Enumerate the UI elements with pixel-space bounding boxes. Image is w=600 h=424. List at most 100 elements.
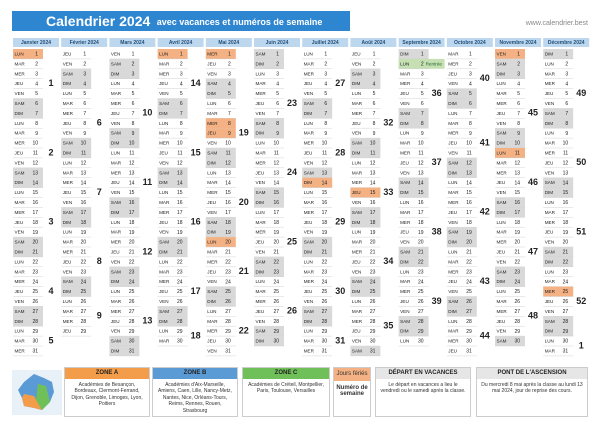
day-number: 10	[514, 141, 520, 147]
day-number: 18	[466, 220, 472, 226]
weekday: LUN	[448, 249, 457, 254]
weekday: LUN	[352, 91, 361, 96]
weekday: MER	[256, 299, 267, 304]
day-number: 16	[466, 200, 472, 206]
day-number: 7	[276, 111, 279, 117]
weekday: MER	[497, 101, 508, 106]
day-number: 4	[373, 81, 376, 87]
weekday: JEU	[159, 220, 168, 225]
day-bg	[350, 68, 381, 79]
day-bg	[543, 187, 574, 198]
day-number: 19	[563, 230, 569, 236]
day-number: 11	[322, 151, 327, 157]
day-number: 28	[32, 319, 38, 325]
weekday: MER	[400, 81, 411, 86]
month-header-bg	[302, 38, 349, 47]
day-number: 3	[324, 71, 327, 77]
day-bg	[543, 326, 574, 337]
day-number: 9	[276, 131, 279, 137]
day-number: 27	[514, 309, 520, 315]
day-bg	[398, 316, 429, 327]
day-number: 11	[81, 151, 86, 157]
weekday: DIM	[400, 259, 409, 264]
day-number: 5	[83, 91, 86, 97]
day-number: 24	[129, 279, 135, 285]
week-number: 37	[432, 157, 442, 167]
weekday: DIM	[111, 279, 120, 284]
day-number: 2	[83, 61, 86, 67]
weekday: DIM	[111, 210, 120, 215]
weekday: LUN	[159, 51, 168, 56]
week-number: 29	[335, 217, 345, 227]
weekday: VEN	[304, 91, 313, 96]
day-number: 2	[517, 61, 520, 67]
day-number: 28	[563, 319, 569, 325]
day-bg	[543, 177, 574, 188]
day-number: 5	[421, 91, 424, 97]
day-number: 13	[514, 170, 520, 176]
week-number: 51	[576, 227, 586, 237]
day-number: 10	[466, 141, 472, 147]
weekday: SAM	[400, 180, 410, 185]
day-bg	[350, 346, 381, 356]
weekday: MAR	[448, 329, 459, 334]
day-number: 2	[276, 61, 279, 67]
weekday: JEU	[448, 141, 457, 146]
weekday: VEN	[352, 61, 361, 66]
day-number: 4	[469, 81, 472, 87]
day-bg	[398, 256, 429, 267]
weekday: VEN	[304, 160, 313, 165]
day-number: 20	[177, 240, 183, 246]
weekday: SAM	[63, 279, 73, 284]
weekday: LUN	[63, 230, 72, 235]
weekday: LUN	[304, 51, 313, 56]
weekday: LUN	[159, 121, 168, 126]
day-number: 31	[129, 349, 135, 355]
day-number: 5	[324, 91, 327, 97]
day-number: 16	[418, 200, 424, 206]
day-number: 27	[81, 309, 87, 315]
day-bg	[109, 197, 140, 208]
weekday: DIM	[304, 249, 313, 254]
day-number: 12	[322, 160, 328, 166]
weekday: JEU	[352, 51, 361, 56]
weekday: JEU	[545, 299, 554, 304]
day-number: 6	[132, 101, 135, 107]
day-number: 14	[370, 180, 376, 186]
weekday: VEN	[63, 200, 72, 205]
weekday: VEN	[159, 160, 168, 165]
weekday: VEN	[111, 51, 120, 56]
weekday: LUN	[497, 220, 506, 225]
day-bg	[302, 306, 333, 317]
day-number: 4	[35, 81, 38, 87]
weekday: MER	[545, 81, 556, 86]
day-number: 1	[180, 52, 183, 58]
day-number: 1	[35, 52, 38, 58]
day-number: 23	[370, 269, 376, 275]
day-number: 4	[228, 81, 231, 87]
day-number: 6	[324, 101, 327, 107]
month-header-bg	[398, 38, 445, 47]
day-number: 22	[563, 259, 569, 265]
weekday: SAM	[111, 339, 121, 344]
day-number: 1	[421, 52, 424, 58]
weekday: VEN	[448, 289, 457, 294]
weekday: MAR	[497, 299, 508, 304]
weekday: SAM	[448, 299, 458, 304]
weekday: DIM	[545, 329, 554, 334]
day-number: 21	[370, 250, 376, 256]
day-number: 28	[177, 319, 183, 325]
month-header-bg	[109, 38, 156, 47]
weekday: LUN	[63, 160, 72, 165]
weekday: MAR	[256, 150, 267, 155]
day-bg	[254, 336, 284, 346]
day-bg	[495, 336, 525, 346]
weekday: VEN	[448, 150, 457, 155]
day-number: 25	[129, 289, 135, 295]
weekday: VEN	[15, 299, 24, 304]
day-number: 14	[81, 180, 87, 186]
day-bg	[13, 98, 43, 109]
holidays-key: Jours fériés	[334, 368, 370, 381]
weekday: DIM	[400, 51, 409, 56]
weekday: MAR	[448, 259, 459, 264]
